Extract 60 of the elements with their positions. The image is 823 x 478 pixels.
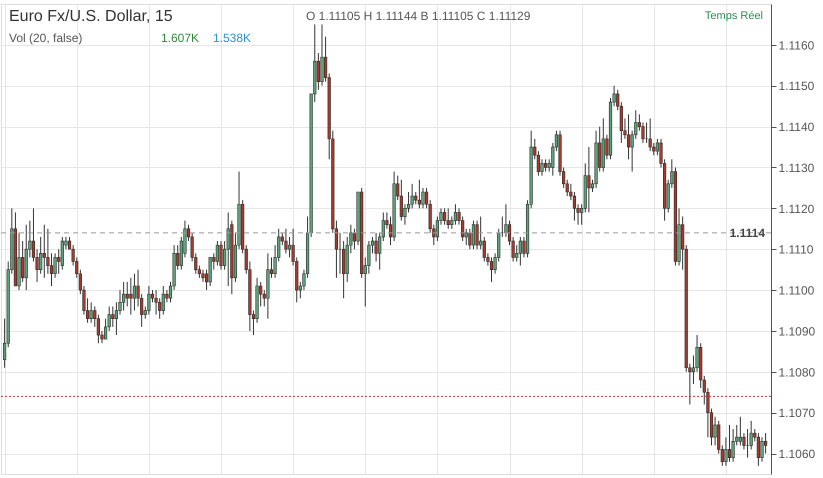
ref-line-label: 1.1114 [730,226,766,240]
candlestick [418,179,421,209]
candlestick [219,240,223,270]
annotation: Temps Réel [704,10,763,22]
candlestick [410,183,414,209]
candlestick [728,424,732,462]
candlestick [540,158,544,176]
candlestick [111,306,114,328]
candlestick [443,208,446,226]
chart-title: Euro Fx/U.S. Dollar, 15 [9,8,173,25]
candlestick [154,290,158,316]
candlestick [648,118,652,152]
candlestick [468,228,472,250]
candlestick [518,236,522,266]
y-tick-label: 1.1130 [778,160,815,175]
annotation: 1.607K [161,31,200,45]
candlestick [42,224,46,278]
candlestick [490,256,494,282]
candlestick [374,232,378,262]
candlestick [216,240,219,266]
candlestick [226,212,230,286]
candlestick [400,179,403,222]
candlestick [738,416,742,446]
annotation: Vol (20, false) [9,31,82,45]
candlestick [162,286,165,316]
candlestick [714,416,717,446]
y-tick-label: 1.1160 [778,38,815,52]
candlestick [472,220,476,250]
candlestick [284,228,288,254]
y-tick-label: 1.1150 [778,79,815,94]
candlestick [126,281,129,307]
candlestick [764,432,768,454]
candlestick [129,277,132,316]
candlestick [201,269,205,282]
candlestick [454,204,458,226]
y-tick-label: 1.1060 [778,447,816,462]
annotation: O 1.11105 H 1.11144 B 1.11105 C 1.11129 [306,9,531,23]
candlestick [756,432,760,466]
candlestick [446,208,450,230]
candlestick [147,286,150,316]
candlestick [626,114,630,160]
y-tick-label: 1.1070 [778,406,816,420]
y-tick-label: 1.1100 [778,284,815,298]
y-tick-label: 1.1110 [778,242,814,257]
candlestick [132,273,136,312]
candlestick [122,281,126,312]
candlestick [732,428,735,462]
annotation: 1.538K [213,31,252,45]
candlestick [475,220,479,250]
y-tick-label: 1.1140 [778,120,815,134]
candlestick [21,240,24,282]
y-tick-label: 1.1080 [778,365,816,380]
y-tick-label: 1.1120 [778,202,815,216]
candlestick [587,146,590,213]
candlestick [760,436,764,462]
candlestick [316,52,320,90]
candlestick [288,236,292,258]
candlestick [90,302,93,324]
candlestick [544,158,548,172]
y-tick-label: 1.1090 [778,324,816,338]
